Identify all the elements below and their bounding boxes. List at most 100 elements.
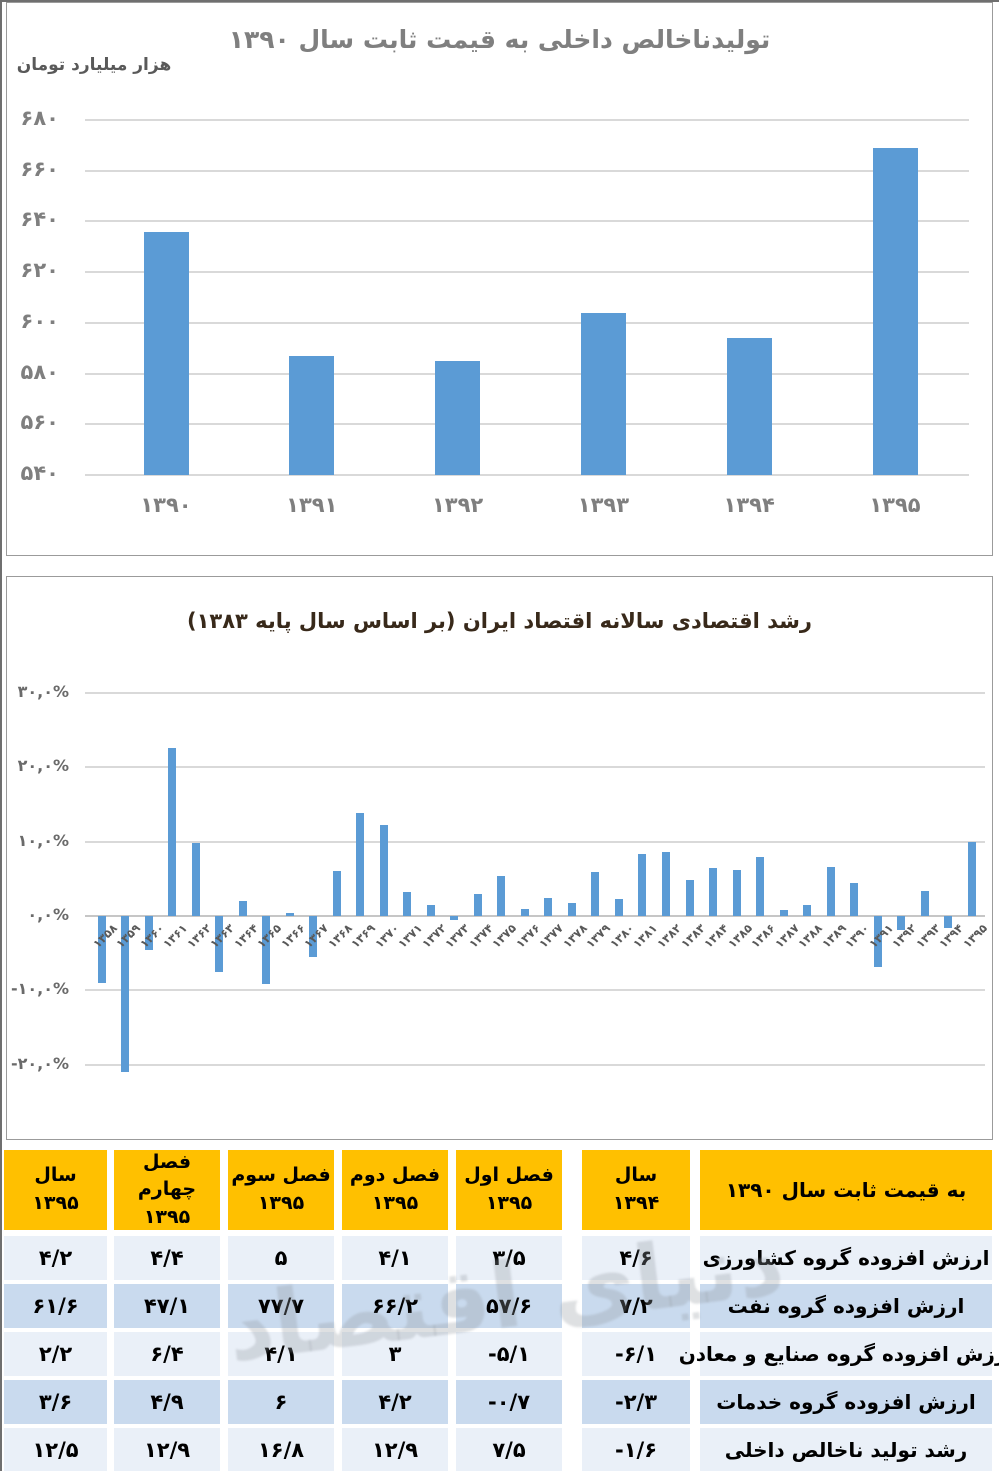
x-axis-tick-label: ۱۳۹۲ [431,493,484,517]
y-axis-tick-label: ۵۴۰ [20,461,59,485]
gridline [85,692,985,695]
value-cell: ۱۲/۵ [4,1428,107,1471]
bar-۱۳۵۹ [121,916,130,1073]
y-axis-tick-label: ۶۸۰ [20,106,59,130]
value-cell: ۴/۱ [342,1236,448,1280]
bar-۱۳۷۶ [520,909,529,916]
value-cell: ۴/۱ [228,1332,334,1376]
gridline [85,169,969,172]
row-label: ارزش افزوده گروه خدمات [700,1380,992,1424]
y-axis-tick-label: ۶۰۰ [20,308,59,333]
gridline [85,474,969,476]
y-axis-tick-label: ۵۸۰ [20,359,59,384]
bar-۱۳۹۲ [897,916,906,931]
gridline [85,119,969,121]
value-cell: -۵/۱ [456,1332,562,1376]
value-cell: ۴/۲ [342,1380,448,1424]
gridline [85,423,969,426]
bar-۱۳۷۵ [497,875,506,916]
value-cell: ۶/۴ [114,1332,220,1376]
header-line: فصل چهارم [137,1150,197,1201]
value-cell: ۶۶/۲ [342,1284,448,1328]
y-axis-tick-label: ۱۰,۰% [17,830,69,850]
gridline [85,989,985,992]
gridline [85,271,969,274]
y-axis-tick-label: ۶۶۰ [20,156,59,181]
header-cell: فصل سوم ۱۳۹۵ [228,1150,334,1230]
gridline [85,372,969,375]
value-cell: ۲/۲ [4,1332,107,1376]
y-axis-tick-label: ۶۴۰ [20,207,59,232]
header-line: فصل دوم [349,1164,441,1187]
y-axis-tick-label: -۱۰,۰% [10,979,69,999]
bar-۱۳۸۳ [685,880,694,916]
bar-۱۳۶۵ [262,916,271,985]
bar-۱۳۶۷ [309,916,318,957]
header-line: فصل سوم [231,1164,331,1187]
header-line: ۱۳۹۵ [485,1192,533,1214]
header-line: سال [614,1164,658,1187]
header-line: ۱۳۹۵ [32,1192,79,1214]
bar-۱۳۹۲ [435,360,481,475]
value-cell: ۶۱/۶ [4,1284,107,1328]
value-cell: ۴۷/۱ [114,1284,220,1328]
bar-۱۳۶۹ [356,812,365,916]
value-cell: ۷/۵ [456,1428,562,1471]
header-line: ۱۳۹۵ [257,1192,305,1214]
row-label: ارزش افزوده گروه صنایع و معادن [679,1332,999,1376]
growth-chart-title: رشد اقتصادی سالانه اقتصاد ایران (بر اساس… [186,609,813,633]
bar-۱۳۹۳ [920,890,929,916]
header-line: ۱۳۹۴ [612,1192,660,1214]
y-axis-tick-label: -۲۰,۰% [10,1053,69,1073]
value-cell: ۵ [228,1236,334,1280]
row-label: ارزش افزوده گروه نفت [700,1284,992,1328]
header-cell: سال ۱۳۹۴ [582,1150,690,1230]
value-cell: ۴/۲ [4,1236,107,1280]
y-axis-tick-label: ۲۰,۰% [17,756,69,776]
bar-۱۳۸۹ [826,866,835,916]
bar-۱۳۸۵ [732,869,741,916]
header-line: ۱۳۹۵ [143,1205,191,1228]
image-left-edge [0,0,2,1471]
value-cell: ۱۶/۸ [228,1428,334,1471]
sector-growth-table: دنیای اقتصاد سال ۱۳۹۵ فصل چهارم ۱۳۹۵ فصل سوم… [0,1150,999,1471]
header-line: سال [34,1164,77,1187]
header-cell: فصل دوم ۱۳۹۵ [342,1150,448,1230]
row-label: ارزش افزوده گروه کشاورزی [700,1236,992,1280]
bar-۱۳۷۲ [426,904,435,916]
value-cell: ۱۲/۹ [342,1428,448,1471]
value-cell: ۴/۶ [582,1236,690,1280]
header-cell: فصل اول ۱۳۹۵ [456,1150,562,1230]
gridline [85,220,969,223]
header-cell: فصل چهارم ۱۳۹۵ [114,1150,220,1230]
x-axis-tick-label: ۱۳۹۵ [869,493,921,517]
gridline [85,766,985,769]
bar-۱۳۶۸ [332,871,341,916]
bar-۱۳۹۴ [726,338,772,475]
bar-۱۳۷۸ [567,902,576,916]
gridline [85,1063,985,1066]
bar-۱۳۵۸ [97,916,106,983]
bar-۱۳۹۱ [873,916,882,967]
gridline [85,915,985,917]
bar-۱۳۸۴ [709,868,718,916]
bar-۱۳۸۰ [614,898,623,916]
row-label: رشد تولید ناخالص داخلی [700,1428,992,1471]
bar-۱۳۹۵ [872,147,918,475]
value-cell: ۷/۲ [582,1284,690,1328]
bar-۱۳۷۳ [450,916,459,920]
value-cell: ۱۲/۹ [114,1428,220,1471]
bar-۱۳۸۷ [779,910,788,916]
value-cell: ۴/۴ [114,1236,220,1280]
value-cell: -۶/۱ [582,1332,690,1376]
gridline [85,321,969,324]
y-axis-tick-label: ۶۲۰ [20,258,59,283]
bar-۱۳۷۴ [473,894,482,916]
bar-۱۳۹۳ [580,312,626,475]
x-axis-tick-label: ۱۳۹۴ [723,493,775,517]
x-axis-tick-label: ۱۳۹۱ [286,493,338,517]
bar-۱۳۹۱ [289,355,335,475]
value-cell: -۲/۳ [582,1380,690,1424]
y-axis-tick-label: ۳۰,۰% [17,682,69,702]
value-cell: -۱/۶ [582,1428,690,1471]
